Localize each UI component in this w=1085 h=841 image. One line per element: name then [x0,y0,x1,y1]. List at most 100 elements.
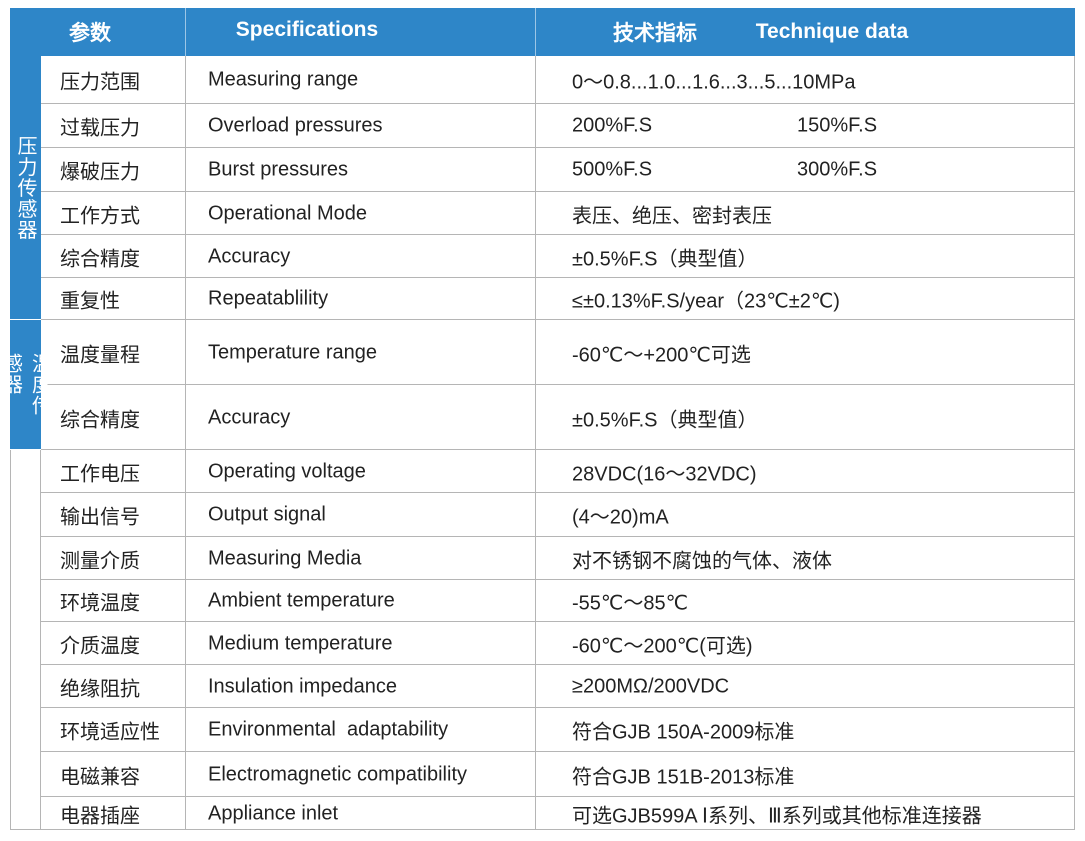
cell [535,278,1075,320]
header-tech-en: Technique data [755,20,909,43]
param-value: 300%F.S [797,158,878,181]
param-value: (4～20)mA [572,506,669,529]
header-divider [185,8,186,56]
param-cn: 工作电压 [60,463,140,485]
cell [535,450,1075,493]
cell [185,537,536,580]
cell [535,665,1075,708]
param-value: 可选GJB599A Ⅰ系列、Ⅲ系列或其他标准连接器 [572,805,982,827]
group-label: 温度传感器 [0,352,51,416]
param-en: Medium temperature [208,632,393,654]
param-en: Insulation impedance [208,675,398,697]
param-en: Overload pressures [208,114,383,137]
param-value: -55℃～85℃ [572,592,689,615]
param-cn: 绝缘阻抗 [60,678,140,700]
cell [535,708,1075,752]
cell [185,493,536,537]
param-cn: 综合精度 [60,409,140,431]
param-cn: 温度量程 [60,344,140,366]
cell [185,450,536,493]
param-en: Measuring Media [208,547,362,569]
param-value: 对不锈钢不腐蚀的气体、液体 [572,550,832,572]
param-cn: 输出信号 [60,506,140,529]
param-cn: 电磁兼容 [60,766,140,788]
cell [40,752,186,797]
group-cell: 温度传感器 [0,320,51,450]
cell [535,797,1075,830]
param-en: Accuracy [208,406,291,428]
param-en: Repeatablility [208,287,329,310]
param-value: 符合GJB 151B-2013标准 [572,766,795,788]
param-value: -60℃～200℃(可选) [572,635,753,657]
param-value: 表压、绝压、密封表压 [572,205,772,227]
cell [185,665,536,708]
param-cn: 重复性 [60,290,120,313]
param-cn: 综合精度 [60,248,140,270]
cell [185,278,536,320]
param-en: Environmental adaptability [208,718,449,741]
param-value: ±0.5%F.S（典型值） [572,248,758,270]
cell [40,622,186,665]
param-value: 符合GJB 150A-2009标准 [572,721,795,744]
cell [185,320,536,385]
param-value: -60℃～+200℃可选 [572,344,751,366]
cell [535,622,1075,665]
cell [185,752,536,797]
param-en: Operational Mode [208,202,367,224]
header-spec: Specifications [235,18,379,41]
cell [535,192,1075,235]
param-cn: 环境适应性 [60,721,160,744]
param-cn: 工作方式 [60,205,140,227]
cell [40,665,186,708]
group-cell [10,450,41,830]
param-cn: 过载压力 [60,117,140,140]
param-en: Ambient temperature [208,589,395,612]
param-value: ±0.5%F.S（典型值） [572,409,758,431]
cell [535,385,1075,450]
cell [185,56,536,104]
param-cn: 爆破压力 [60,161,140,184]
param-value: 28VDC(16～32VDC) [572,463,757,485]
param-cn: 测量介质 [60,550,140,572]
param-value: ≥200MΩ/200VDC [572,675,730,697]
param-en: Temperature range [208,341,377,363]
param-en: Accuracy [208,245,291,267]
param-cn: 压力范围 [60,71,140,94]
param-value: 200%F.S [572,114,653,137]
cell [535,148,1075,192]
param-value: 150%F.S [797,114,878,137]
cell [535,235,1075,278]
param-en: Appliance inlet [208,802,339,824]
cell [185,622,536,665]
cell [40,537,186,580]
cell [535,752,1075,797]
param-en: Output signal [208,503,326,526]
cell [185,708,536,752]
cell [40,580,186,622]
cell [185,580,536,622]
cell [535,320,1075,385]
group-label: 压力传感器 [14,135,36,240]
cell [40,708,186,752]
header-param: 参数 [69,22,111,45]
param-value: 500%F.S [572,158,653,181]
cell [185,797,536,830]
cell [535,56,1075,104]
param-en: Electromagnetic compatibility [208,763,467,785]
group-cell: 压力传感器 [10,56,41,320]
param-en: Operating voltage [208,460,366,482]
cell [535,580,1075,622]
param-value: ≤±0.13%F.S/year（23℃±2℃) [572,290,840,313]
param-en: Measuring range [208,68,359,91]
cell [185,148,536,192]
cell [185,385,536,450]
cell [40,493,186,537]
param-cn: 介质温度 [60,635,140,657]
header-row [10,8,1075,56]
param-cn: 环境温度 [60,592,140,615]
param-cn: 电器插座 [60,805,140,827]
header-tech-cn: 技术指标 [613,22,697,45]
cell [535,537,1075,580]
cell [185,104,536,148]
